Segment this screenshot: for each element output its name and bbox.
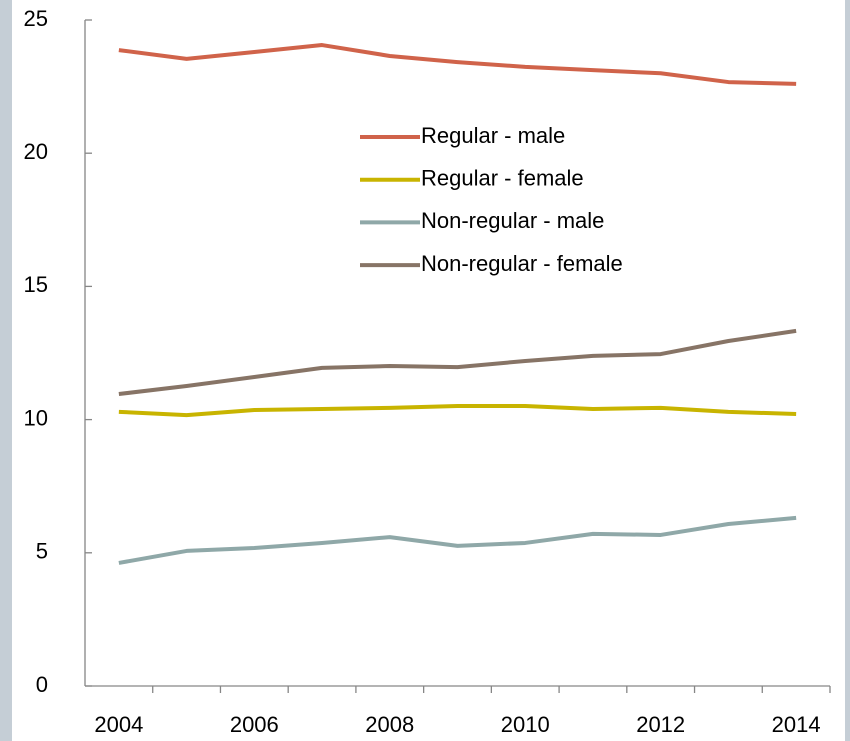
x-tick-label: 2008 xyxy=(365,712,414,737)
left-strip xyxy=(0,0,12,741)
y-tick-label: 25 xyxy=(24,6,48,31)
x-tick-label: 2004 xyxy=(94,712,143,737)
y-tick-label: 0 xyxy=(36,672,48,697)
legend-label: Non-regular - male xyxy=(421,208,604,233)
series-line xyxy=(118,404,797,418)
y-tick-label: 10 xyxy=(24,405,48,430)
series-line xyxy=(118,43,797,86)
y-tick-label: 5 xyxy=(36,539,48,564)
x-tick-label: 2012 xyxy=(636,712,685,737)
legend-label: Regular - male xyxy=(421,123,565,148)
x-tick-label: 2014 xyxy=(772,712,821,737)
x-tick-label: 2006 xyxy=(230,712,279,737)
y-tick-label: 15 xyxy=(24,272,48,297)
legend-label: Regular - female xyxy=(421,166,584,191)
y-tick-label: 20 xyxy=(24,139,48,164)
x-tick-label: 2010 xyxy=(501,712,550,737)
legend-label: Non-regular - female xyxy=(421,251,623,276)
series-line xyxy=(118,328,797,397)
right-strip xyxy=(845,0,850,741)
series-line xyxy=(118,515,797,565)
